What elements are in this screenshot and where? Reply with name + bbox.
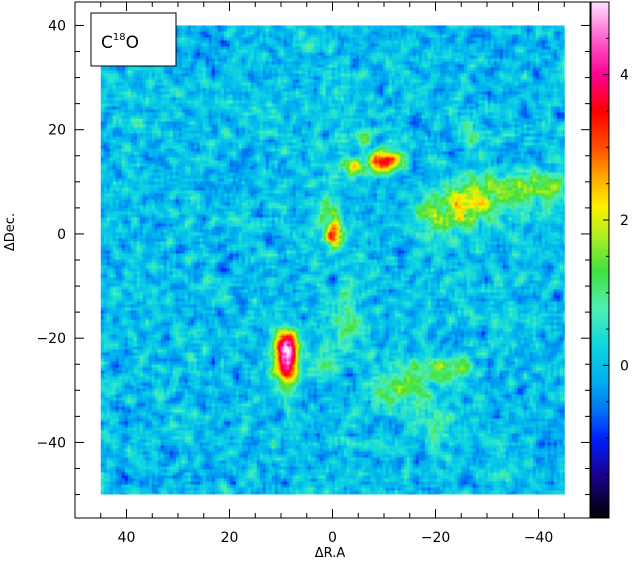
molecule-label-tail: O: [126, 33, 139, 53]
heatmap-image: [100, 25, 565, 495]
molecule-label-superscript: 18: [113, 32, 126, 43]
y-tick-label: −20: [36, 331, 66, 347]
molecule-label: C18O: [101, 32, 139, 53]
x-axis-label: ΔR.A: [315, 546, 346, 561]
x-tick-label: −20: [421, 530, 451, 546]
y-tick-label: 40: [48, 18, 66, 34]
y-tick-label: 0: [57, 227, 66, 243]
molecule-label-base: C: [101, 33, 113, 53]
y-tick-label: −40: [36, 435, 66, 451]
x-tick-label: 20: [221, 530, 239, 546]
y-tick-label: 20: [48, 123, 66, 139]
x-tick-label: 0: [328, 530, 337, 546]
colorbar-frame: [590, 1, 610, 519]
colorbar-tick-label: 0: [620, 358, 629, 374]
colorbar-tick-label: 2: [620, 213, 629, 229]
y-axis-label: ΔDec.: [3, 213, 18, 251]
x-tick-label: −40: [524, 530, 554, 546]
x-tick-label: 40: [118, 530, 136, 546]
colorbar-tick-label: 4: [620, 68, 629, 84]
colorbar: [591, 2, 609, 518]
legend-box: [90, 12, 177, 67]
